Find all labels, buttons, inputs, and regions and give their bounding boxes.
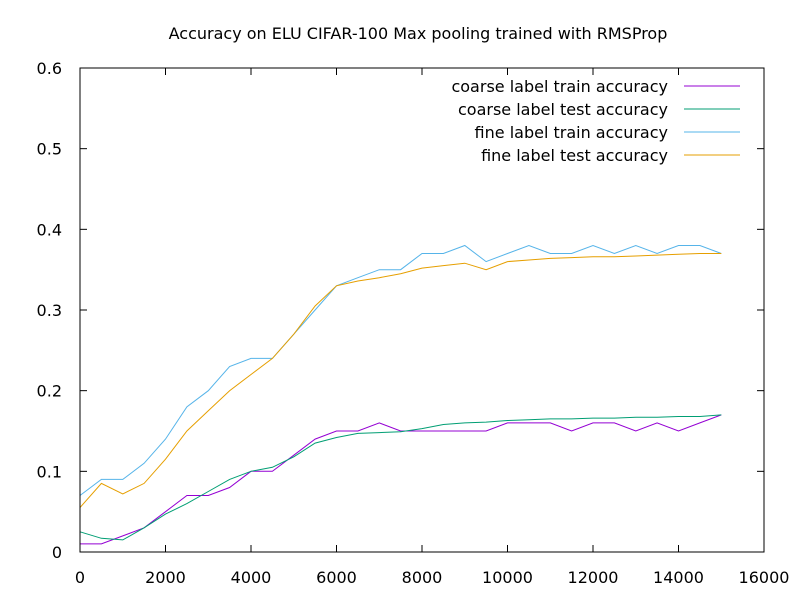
series-line-2: [79, 414, 722, 541]
legend: coarse label train accuracy coarse label …: [451, 77, 740, 165]
chart-title: Accuracy on ELU CIFAR-100 Max pooling tr…: [169, 24, 668, 43]
x-tick-label: 0: [75, 568, 85, 587]
axes-layer: 0 2000 4000 6000 8000 10000 12000 14000 16000 0 0.…: [37, 59, 790, 587]
y-tick-label: 0.1: [37, 462, 62, 481]
x-tick-label: 4000: [231, 568, 272, 587]
legend-label-1: coarse label train accuracy: [451, 77, 668, 96]
y-tick-label: 0.2: [37, 382, 62, 401]
legend-label-3: fine label train accuracy: [475, 123, 668, 142]
x-tick-label: 14000: [653, 568, 704, 587]
y-tick-label: 0: [52, 543, 62, 562]
x-tick-label: 12000: [568, 568, 619, 587]
x-tick-label: 6000: [316, 568, 357, 587]
plot-area: [79, 244, 722, 545]
y-tick-label: 0.5: [37, 140, 62, 159]
series-line-4: [79, 253, 722, 508]
y-tick-label: 0.4: [37, 220, 62, 239]
series-line-1: [80, 414, 722, 545]
x-tick-label: 8000: [402, 568, 443, 587]
legend-label-4: fine label test accuracy: [481, 146, 668, 165]
x-tick-label: 16000: [739, 568, 790, 587]
y-tick-label: 0.3: [37, 301, 62, 320]
x-tick-label: 10000: [482, 568, 533, 587]
series-line-3: [79, 244, 722, 496]
legend-label-2: coarse label test accuracy: [458, 100, 668, 119]
y-tick-label: 0.6: [37, 59, 62, 78]
x-tick-label: 2000: [145, 568, 186, 587]
